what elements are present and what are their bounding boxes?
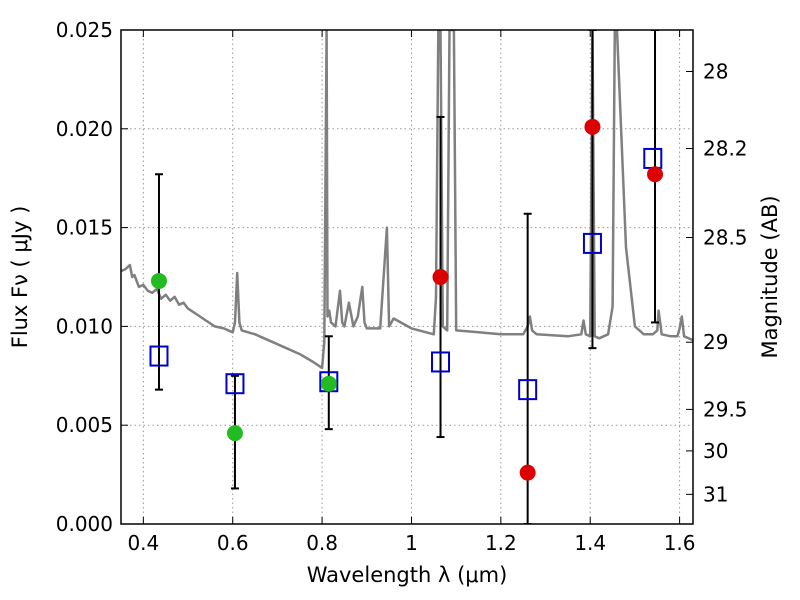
x-tick-label: 1.2: [485, 531, 517, 555]
y2-tick-label: 28.2: [703, 137, 748, 161]
model-square-marker: [518, 379, 538, 401]
y2-tick-label: 28: [703, 59, 728, 83]
x-tick-label: 0.4: [127, 531, 159, 555]
y2-tick-label: 29: [703, 330, 728, 354]
y-tick-label: 0.005: [56, 413, 113, 437]
x-tick-label: 1.6: [664, 531, 696, 555]
measured-point: [584, 118, 601, 135]
x-tick-label: 1: [405, 531, 418, 555]
y-axis-title: Flux Fν ( μJy ): [8, 206, 32, 349]
measured-point: [519, 464, 536, 481]
y-tick-label: 0.015: [56, 216, 113, 240]
model-square-marker: [431, 351, 451, 373]
measured-point: [647, 166, 664, 183]
x-axis-title: Wavelength λ (μm): [307, 563, 508, 587]
y-ticks: 0.000 0.005 0.010 0.015 0.020 0.025: [56, 18, 128, 536]
x-ticks: 0.4 0.6 0.8 1 1.2 1.4 1.6: [127, 30, 696, 555]
spectrum-line: [121, 30, 693, 370]
model-square-marker: [225, 373, 245, 395]
model-square-marker: [582, 232, 602, 254]
plot-background: [121, 30, 693, 524]
plot-frame: [120, 29, 694, 525]
x-tick-label: 1.4: [574, 531, 606, 555]
y2-axis-title: Magnitude (AB): [758, 195, 782, 358]
model-square-marker: [149, 345, 169, 367]
y2-ticks: 28 28.2 28.5 29 29.5 30 31: [686, 59, 748, 506]
measured-point: [320, 375, 337, 392]
y-tick-label: 0.000: [56, 512, 113, 536]
y2-tick-label: 30: [703, 439, 728, 463]
y-tick-label: 0.020: [56, 117, 113, 141]
measured-point: [226, 425, 243, 442]
y2-tick-label: 31: [703, 482, 728, 506]
measured-point: [432, 269, 449, 285]
y2-tick-label: 29.5: [703, 397, 748, 421]
x-tick-label: 0.6: [217, 531, 249, 555]
x-tick-label: 0.8: [306, 531, 338, 555]
y-tick-label: 0.025: [56, 18, 113, 42]
measured-point: [150, 272, 167, 289]
y2-tick-label: 28.5: [703, 225, 748, 249]
series-layer: [121, 30, 693, 524]
y-tick-label: 0.010: [56, 314, 113, 338]
